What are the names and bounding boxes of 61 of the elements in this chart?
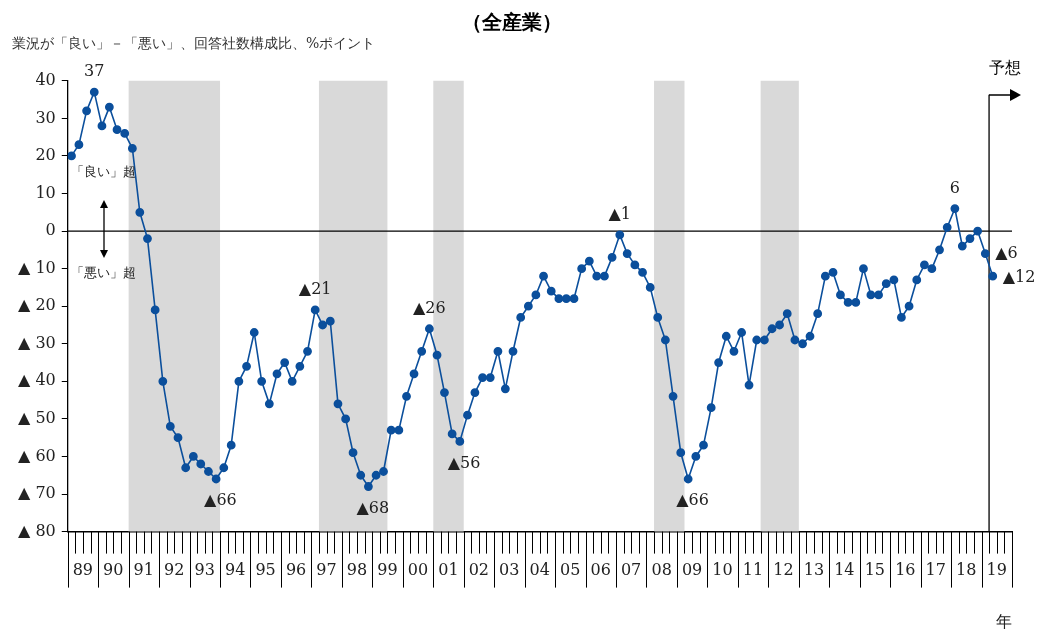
x-tick-label: 01 — [438, 560, 459, 580]
x-tick-label: 06 — [590, 560, 611, 580]
x-tick-label: 19 — [986, 560, 1007, 580]
annotation: 「悪い」超 — [71, 265, 137, 281]
chart-subtitle: 業況が「良い」－「悪い」、回答社数構成比、%ポイント — [12, 35, 376, 52]
x-tick-label: 91 — [133, 560, 154, 580]
annotation: ▲6 — [995, 242, 1018, 262]
x-tick-label: 94 — [224, 560, 246, 580]
x-tick-label: 99 — [377, 560, 398, 580]
x-tick-label: 03 — [499, 560, 520, 580]
y-tick-label: ▲ 40 — [18, 370, 56, 390]
x-tick-label: 18 — [956, 560, 977, 580]
y-tick-label: ▲ 10 — [18, 257, 56, 277]
x-tick-label: 92 — [164, 560, 185, 580]
annotation: ▲12 — [1002, 267, 1036, 287]
y-tick-label: ▲ 60 — [18, 445, 56, 465]
x-tick-label: 00 — [407, 560, 429, 580]
x-tick-label: 07 — [620, 560, 642, 580]
y-tick-label: 10 — [35, 182, 56, 202]
x-tick-label: 98 — [346, 560, 368, 580]
chart-title: （全産業） — [462, 10, 562, 35]
y-tick-label: ▲ 20 — [18, 295, 56, 315]
x-tick-label: 90 — [103, 560, 124, 580]
y-tick-label: ▲ 70 — [18, 483, 56, 503]
x-tick-label: 04 — [529, 560, 550, 580]
annotation: ▲56 — [447, 452, 481, 472]
y-tick-label: ▲ 30 — [18, 332, 56, 352]
x-tick-label: 89 — [72, 560, 94, 580]
annotation: 「良い」超 — [71, 164, 137, 180]
y-tick-label: 20 — [35, 145, 56, 165]
ref-line-label: 予想 — [989, 57, 1022, 77]
y-tick-label: 0 — [45, 220, 56, 240]
x-tick-label: 15 — [864, 560, 885, 580]
annotation: ▲68 — [356, 497, 390, 517]
x-tick-label: 16 — [895, 560, 916, 580]
x-tick-label: 95 — [255, 560, 276, 580]
x-tick-label: 11 — [742, 560, 764, 580]
x-tick-label: 17 — [925, 560, 946, 580]
x-tick-label: 12 — [773, 560, 794, 580]
x-tick-label: 05 — [560, 560, 581, 580]
y-tick-label: 40 — [35, 69, 56, 89]
x-tick-label: 09 — [681, 560, 703, 580]
x-tick-label: 13 — [803, 560, 825, 580]
annotation: ▲26 — [413, 297, 446, 317]
annotation: ▲66 — [204, 490, 237, 510]
x-tick-label: 14 — [834, 560, 855, 580]
annotation: ▲66 — [676, 490, 709, 510]
y-tick-label: ▲ 50 — [18, 408, 56, 428]
x-tick-label: 10 — [712, 560, 733, 580]
annotation: 37 — [84, 61, 105, 81]
x-tick-label: 97 — [316, 560, 337, 580]
annotation: 6 — [949, 177, 960, 197]
annotation: ▲21 — [298, 279, 332, 299]
x-tick-label: 93 — [194, 560, 215, 580]
x-axis-title: 年 — [996, 611, 1012, 631]
x-tick-label: 96 — [285, 560, 307, 580]
y-tick-label: ▲ 80 — [18, 520, 56, 540]
x-tick-label: 08 — [651, 560, 672, 580]
x-tick-label: 02 — [468, 560, 490, 580]
y-tick-label: 30 — [35, 107, 56, 127]
annotation: ▲1 — [608, 203, 632, 223]
